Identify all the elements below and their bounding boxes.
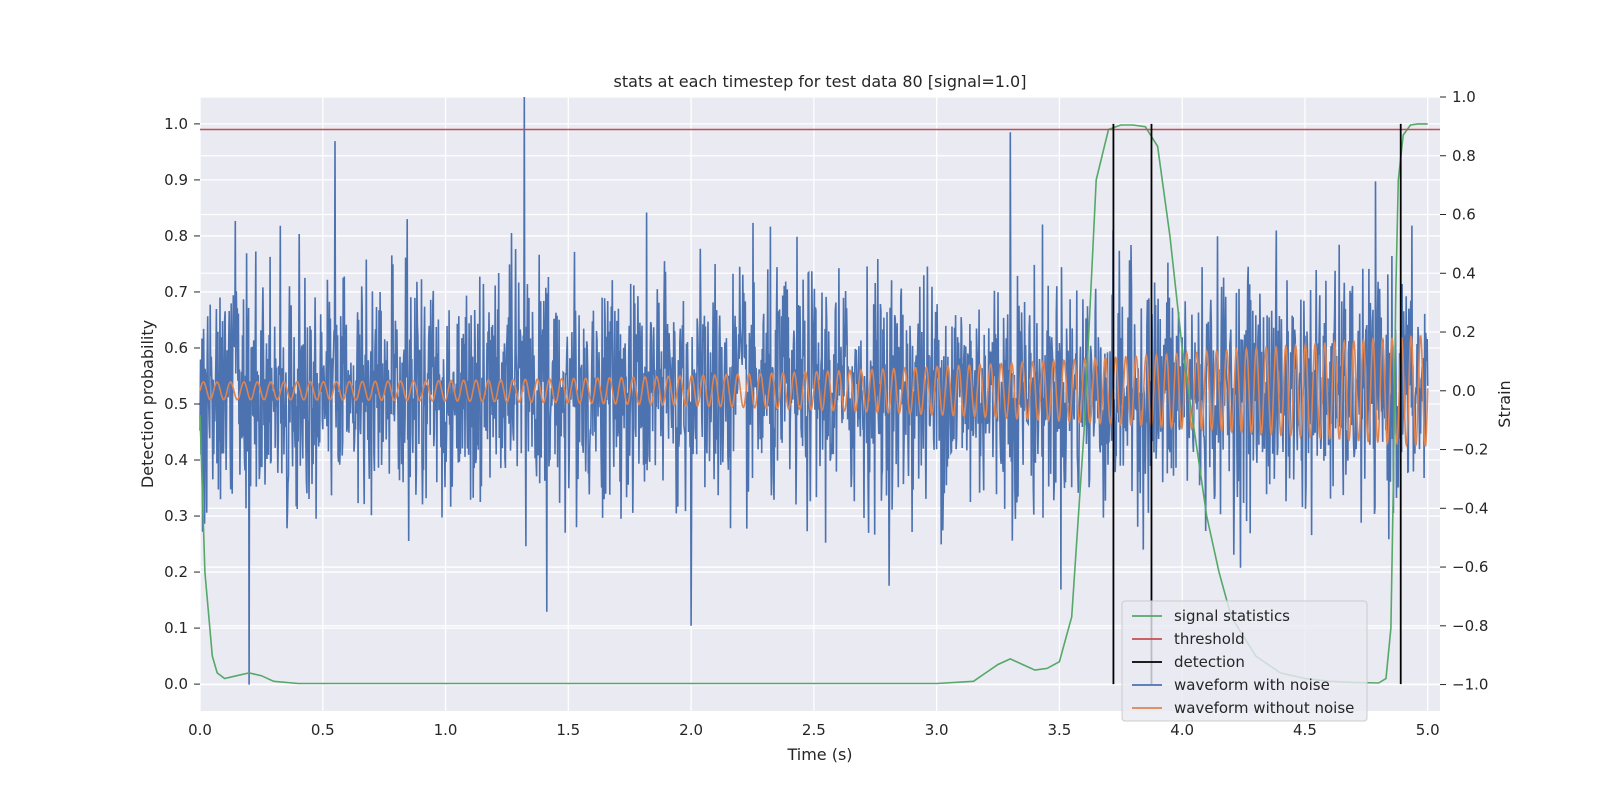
y-axis-ticks: 0.0 0.1 0.2 0.3 0.4 0.5 0.6 0.7 0.8 0.9 1.0 — [164, 115, 200, 693]
waveform-without-noise-line — [199, 334, 1429, 448]
signal-statistics-line — [199, 123, 1428, 685]
y-right-tick-label: 0.4 — [1452, 264, 1476, 282]
y-right-tick-label: 0.6 — [1452, 206, 1476, 224]
x-tick-label: 0.5 — [311, 721, 335, 739]
chart-title: stats at each timestep for test data 80 … — [614, 72, 1027, 91]
y-right-tick-label: −0.6 — [1452, 558, 1488, 576]
y-tick-label: 0.8 — [164, 227, 188, 245]
legend-label: threshold — [1174, 630, 1245, 648]
y-right-tick-label: −0.8 — [1452, 617, 1488, 635]
y-right-axis-label: Strain — [1495, 380, 1514, 427]
y-right-tick-label: −0.2 — [1452, 441, 1488, 459]
waveform-with-noise-line — [199, 96, 1429, 685]
y-right-axis-ticks: −1.0 −0.8 −0.6 −0.4 −0.2 0.0 0.2 0.4 0.6 0.8 1.0 — [1440, 88, 1488, 694]
y-axis-label: Detection probability — [138, 320, 157, 488]
y-tick-label: 0.1 — [164, 619, 188, 637]
x-tick-label: 4.0 — [1170, 721, 1194, 739]
y-right-tick-label: −1.0 — [1452, 676, 1488, 694]
y-tick-label: 0.2 — [164, 563, 188, 581]
x-tick-label: 3.0 — [925, 721, 949, 739]
x-tick-label: 1.5 — [556, 721, 580, 739]
legend-box — [1121, 600, 1368, 722]
y-tick-label: 0.0 — [164, 675, 188, 693]
y-tick-label: 0.5 — [164, 395, 188, 413]
y-tick-label: 0.4 — [164, 451, 188, 469]
y-tick-label: 0.9 — [164, 171, 188, 189]
x-axis-label: Time (s) — [786, 745, 852, 764]
plot-lines — [199, 96, 1440, 685]
y-tick-label: 0.7 — [164, 283, 188, 301]
x-tick-label: 0.0 — [188, 721, 212, 739]
y-tick-label: 0.6 — [164, 339, 188, 357]
x-axis-ticks: 0.0 0.5 1.0 1.5 2.0 2.5 3.0 3.5 4.0 4.5 5.0 — [188, 721, 1440, 739]
y-right-tick-label: 0.8 — [1452, 147, 1476, 165]
x-tick-label: 3.5 — [1047, 721, 1071, 739]
x-tick-label: 5.0 — [1416, 721, 1440, 739]
x-tick-label: 1.0 — [434, 721, 458, 739]
y-tick-label: 1.0 — [164, 115, 188, 133]
y-tick-label: 0.3 — [164, 507, 188, 525]
legend: signal statistics threshold detection wavef… — [1121, 600, 1368, 722]
y-right-tick-label: −0.4 — [1452, 499, 1488, 517]
x-tick-label: 2.5 — [802, 721, 826, 739]
legend-label: detection — [1174, 653, 1245, 671]
y-right-tick-label: 0.2 — [1452, 323, 1476, 341]
y-right-tick-label: 0.0 — [1452, 382, 1476, 400]
legend-label: signal statistics — [1174, 607, 1290, 625]
y-right-tick-label: 1.0 — [1452, 88, 1476, 106]
x-tick-label: 2.0 — [679, 721, 703, 739]
legend-label: waveform with noise — [1174, 676, 1330, 694]
x-tick-label: 4.5 — [1293, 721, 1317, 739]
legend-label: waveform without noise — [1174, 699, 1354, 717]
